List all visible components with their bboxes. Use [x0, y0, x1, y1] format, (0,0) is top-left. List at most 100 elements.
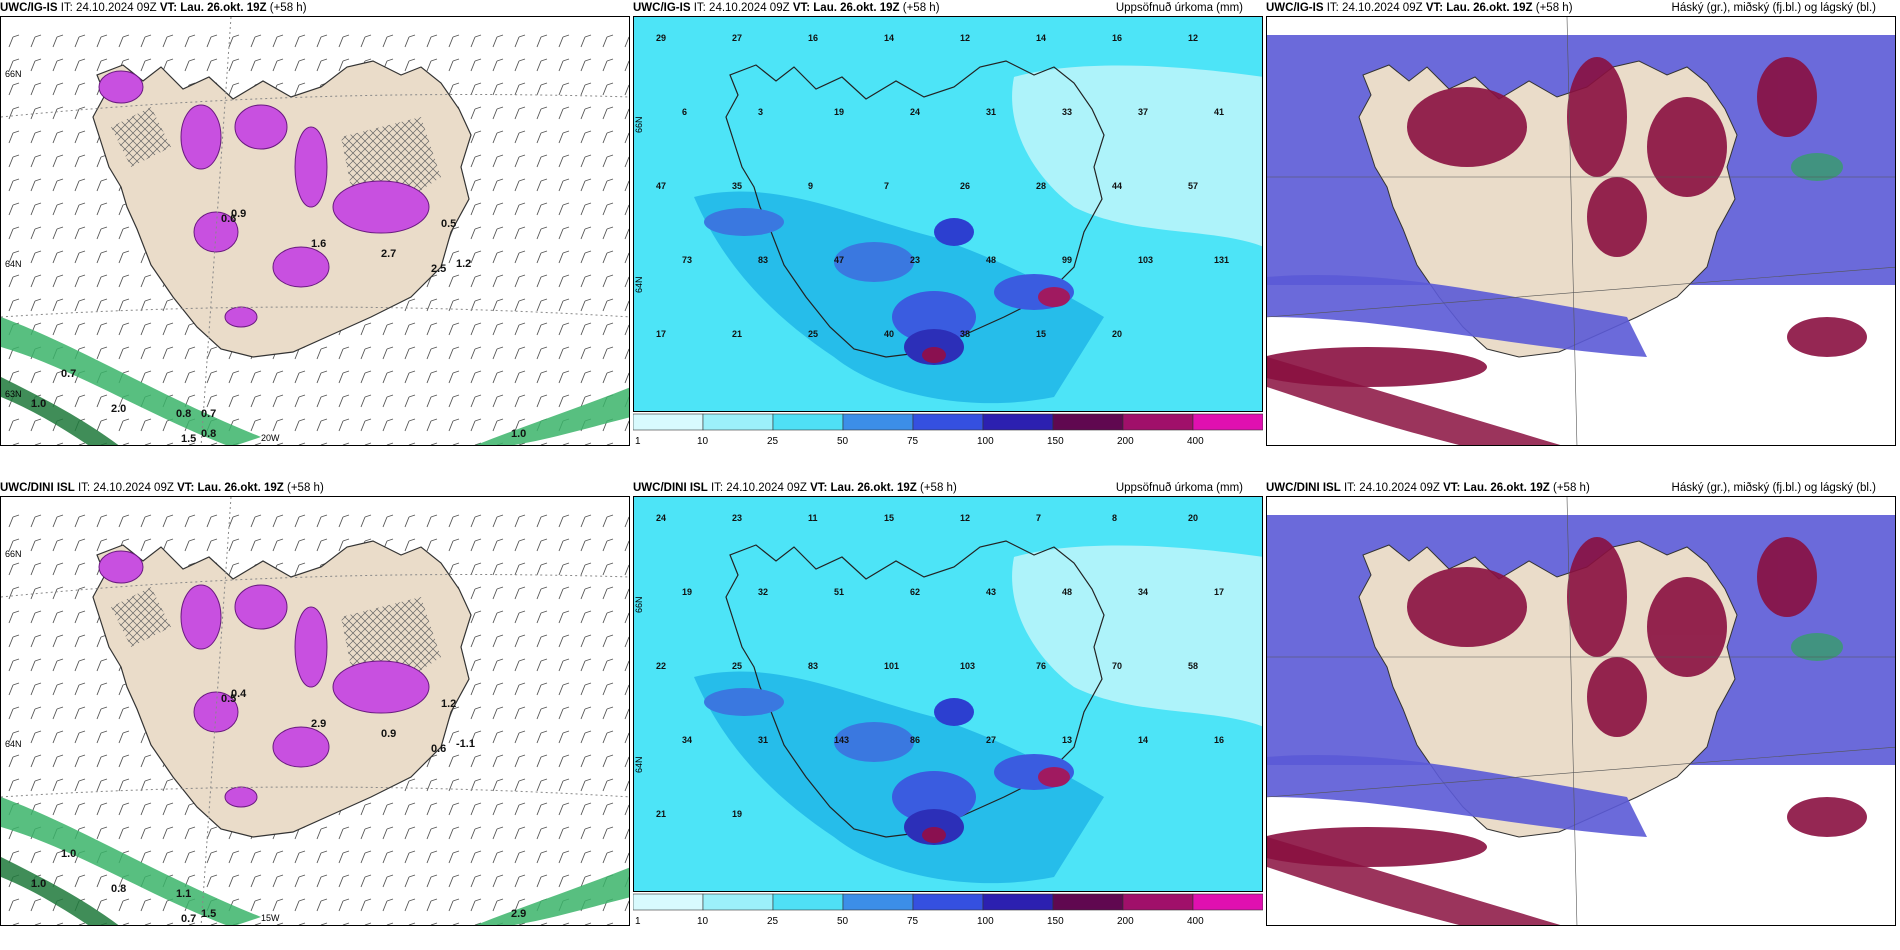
wind-barb [122, 922, 130, 925]
wind-barb [316, 538, 328, 552]
wind-barb [602, 802, 614, 816]
precip-value: 12 [960, 513, 970, 523]
wind-barb [316, 346, 328, 360]
strong-wind-bands [1, 797, 629, 925]
wind-barb [492, 562, 504, 576]
wind-barb [386, 922, 394, 925]
precip-blob [272, 246, 330, 288]
wind-barb [250, 850, 262, 864]
wind-barb [74, 730, 86, 744]
precip-blob [98, 550, 144, 584]
precip-blob [922, 827, 946, 843]
wind-barb [580, 154, 592, 168]
panel-dini-wind: UWC/DINI ISL IT: 24.10.2024 09Z VT: Lau.… [0, 480, 630, 928]
wind-barb [140, 538, 152, 552]
wind-barb [514, 874, 526, 888]
cloud-map [1267, 497, 1895, 925]
wind-barb [30, 154, 42, 168]
wind-barb [624, 588, 629, 600]
precip-value: 16 [1214, 735, 1224, 745]
wind-barb [404, 850, 416, 864]
wind-barb [140, 418, 152, 432]
precip-value: 34 [1138, 587, 1148, 597]
hatched-area [111, 107, 171, 167]
precip-blob [834, 242, 914, 282]
high-cloud-band [1267, 357, 1561, 445]
wind-barb [492, 850, 504, 864]
wind-barb [298, 922, 306, 925]
wind-barb [272, 898, 284, 912]
colorbar-tick: 75 [907, 916, 919, 927]
wind-barb [448, 322, 460, 336]
map-frame: 15W 66N 64N 1.0 0.5 2.9 0.9 0.6 1.2 -1.1 0.4 1.0 0.8… [0, 496, 630, 926]
wind-barb [492, 394, 504, 408]
panel-igis-precip: UWC/IG-IS IT: 24.10.2024 09Z VT: Lau. 26… [633, 0, 1263, 448]
precip-value: 48 [1062, 587, 1072, 597]
precip-blob [1038, 767, 1070, 787]
wind-barb [364, 922, 372, 925]
wind-barb [540, 922, 548, 925]
wind-barb [492, 418, 504, 432]
wind-barb [30, 778, 42, 792]
colorbar: 1 10 25 50 75 100 150 200 400 [633, 412, 1263, 448]
wind-barb [536, 538, 548, 552]
wind-barb [404, 898, 416, 912]
wind-barb [272, 34, 284, 48]
precip-blob [704, 688, 784, 716]
wind-barb [386, 442, 394, 445]
wind-barb [470, 610, 482, 624]
moderate-precip-zone [694, 191, 1104, 404]
value-label: 0.8 [201, 428, 216, 440]
colorbar-bin [772, 893, 844, 911]
wind-barb [624, 900, 629, 912]
wind-barb [74, 394, 86, 408]
wind-barb [8, 586, 20, 600]
wind-barb [316, 850, 328, 864]
wind-barb [602, 586, 614, 600]
wind-barb [52, 634, 64, 648]
colorbar-bin [702, 893, 774, 911]
wind-barb [606, 922, 614, 925]
wind-barb [492, 514, 504, 528]
precip-value: 28 [1036, 181, 1046, 191]
colorbar-tick: 1 [635, 916, 641, 927]
value-label: 1.0 [31, 398, 46, 410]
map-label: 66N [5, 549, 22, 559]
wind-barb [8, 730, 20, 744]
wind-barb [580, 202, 592, 216]
wind-barb [294, 394, 306, 408]
precip-value: 33 [1062, 107, 1072, 117]
wind-barb [74, 298, 86, 312]
wind-barb [52, 706, 64, 720]
wind-barb [404, 58, 416, 72]
wind-barb [514, 58, 526, 72]
wind-barb [118, 298, 130, 312]
wind-barb [426, 58, 438, 72]
wind-barb [584, 442, 592, 445]
wind-barb [514, 826, 526, 840]
wind-barb [426, 514, 438, 528]
wind-barb [118, 250, 130, 264]
wind-barb [470, 586, 482, 600]
wind-barb [558, 202, 570, 216]
wind-barb [580, 826, 592, 840]
precip-value: 73 [682, 255, 692, 265]
wind-barb [558, 802, 570, 816]
wind-barb [118, 322, 130, 336]
wind-barb [514, 850, 526, 864]
wind-barb [382, 322, 394, 336]
wind-barb [52, 850, 64, 864]
wind-barb [514, 34, 526, 48]
wind-barb [338, 874, 350, 888]
precip-blob [234, 104, 288, 150]
precip-blob [180, 584, 222, 650]
wind-barb [492, 586, 504, 600]
wind-barb [382, 850, 394, 864]
wind-barb [360, 370, 372, 384]
wind-barb [514, 610, 526, 624]
wind-barb [74, 202, 86, 216]
precip-value: 86 [910, 735, 920, 745]
wind-barb [74, 514, 86, 528]
precip-blob [332, 660, 430, 714]
wind-barb [74, 538, 86, 552]
